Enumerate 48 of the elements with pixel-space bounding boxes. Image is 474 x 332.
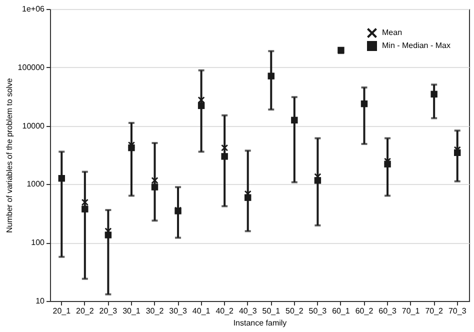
x-tick-label: 30_3 [169, 306, 188, 316]
x-tick-label: 30_2 [146, 306, 164, 316]
point [454, 146, 461, 154]
x-tick-label: 20_3 [99, 306, 118, 316]
point [338, 46, 344, 54]
point [198, 102, 205, 110]
y-tick-label: 1e+06 [22, 4, 46, 14]
y-axis-title: Number of variables of the problem to solve [4, 78, 14, 233]
point [384, 158, 391, 165]
y-tick-label: 100 [31, 238, 46, 248]
y-tick-label: 1000 [26, 180, 46, 189]
x-tick-label: 60_1 [332, 306, 350, 316]
point [151, 177, 158, 184]
point [430, 90, 438, 98]
x-tick-label: 20_2 [76, 306, 94, 316]
point [244, 190, 252, 198]
point [291, 116, 298, 124]
x-tick-label: 30_1 [122, 306, 141, 316]
point [128, 142, 135, 148]
x-tick-label: 50_2 [286, 306, 304, 316]
point [58, 174, 65, 182]
point [82, 198, 88, 206]
point [198, 96, 205, 104]
x-tick-label: 50_1 [262, 306, 281, 316]
x-tick-label: 20_1 [52, 306, 72, 316]
point [221, 153, 228, 160]
legend-label: Mean [382, 28, 402, 37]
x-axis-title: Instance family [233, 318, 287, 328]
x-tick-label: 70_3 [448, 306, 467, 316]
x-tick-label: 60_2 [355, 306, 374, 316]
y-tick-label: 100000 [18, 62, 46, 72]
x-tick-label: 40_2 [216, 306, 234, 316]
legend-label: Min - Median - Max [382, 41, 450, 50]
point [268, 72, 274, 80]
x-tick-label: 40_1 [192, 306, 211, 316]
point [151, 184, 158, 190]
point [104, 228, 112, 235]
x-tick-label: 70_1 [402, 306, 420, 316]
x-tick-label: 60_3 [378, 306, 397, 316]
point [82, 206, 88, 212]
x-tick-label: 70_2 [425, 306, 444, 316]
point [314, 173, 322, 180]
x-tick-label: 40_3 [238, 306, 258, 316]
y-tick-label: 10000 [22, 121, 46, 130]
point [221, 144, 228, 152]
x-tick-label: 50_3 [308, 306, 328, 316]
y-tick-label: 10 [36, 296, 46, 306]
point [360, 100, 368, 108]
